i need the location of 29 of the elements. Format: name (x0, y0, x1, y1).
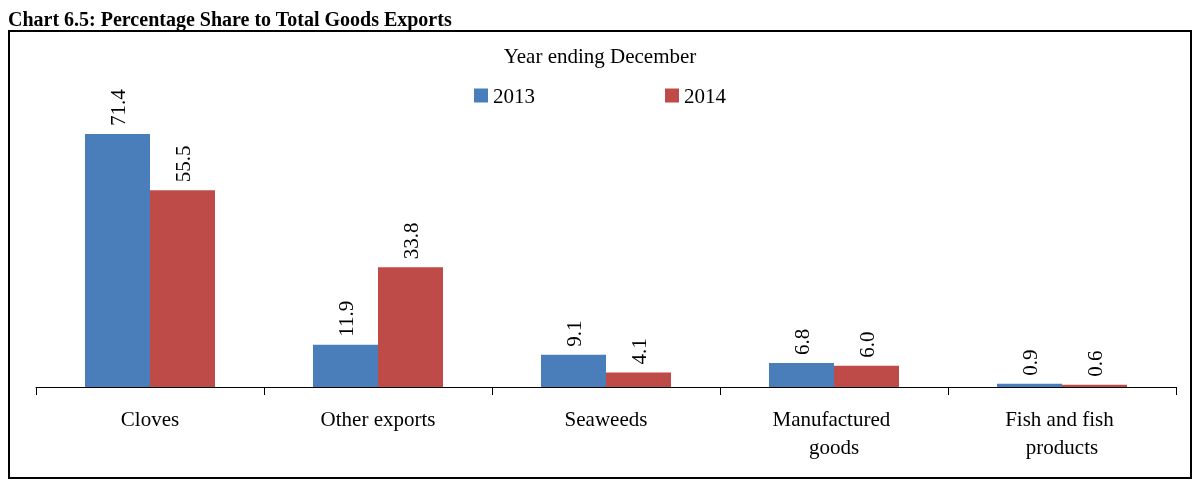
bar (378, 267, 443, 387)
x-tick-label: Manufactured goods (772, 407, 896, 459)
data-label: 6.8 (789, 328, 814, 355)
bar (313, 344, 378, 387)
bar (769, 362, 834, 387)
legend-title: Year ending December (503, 43, 697, 68)
bar (541, 354, 606, 387)
bar (834, 365, 899, 387)
data-label: 9.1 (561, 320, 586, 347)
data-label: 55.5 (170, 145, 195, 183)
data-label: 6.0 (854, 331, 879, 358)
x-tick-label: Cloves (120, 407, 180, 431)
data-label: 33.8 (398, 222, 423, 260)
data-label: 71.4 (105, 88, 130, 126)
data-label: 0.6 (1082, 350, 1107, 377)
bar (606, 372, 671, 387)
x-tick-label: Other exports (320, 407, 436, 431)
data-label: 4.1 (626, 338, 651, 365)
bar (150, 190, 215, 387)
legend-label: 2014 (684, 83, 727, 108)
data-label: 11.9 (333, 300, 358, 337)
chart-title: Chart 6.5: Percentage Share to Total Goods Exports (8, 8, 453, 30)
legend-label: 2013 (493, 83, 535, 108)
bar (997, 383, 1062, 387)
x-tick-label: Seaweeds (564, 407, 648, 431)
x-tick-label: Fish and fish products (1005, 407, 1119, 459)
bar (1062, 384, 1127, 387)
data-label: 0.9 (1017, 349, 1042, 376)
bar (85, 134, 150, 387)
